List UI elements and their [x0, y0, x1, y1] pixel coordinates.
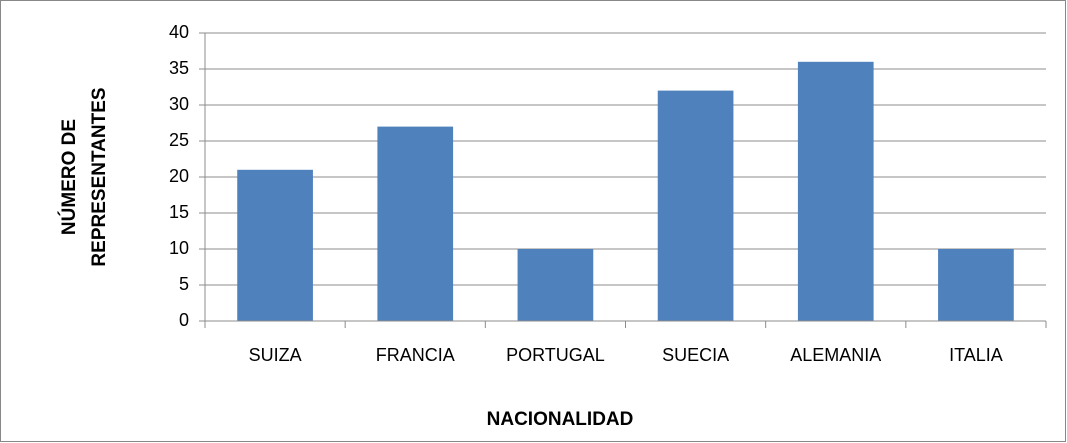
bar	[938, 249, 1014, 321]
x-tick-label: FRANCIA	[376, 345, 455, 365]
x-tick-label: ITALIA	[949, 345, 1003, 365]
y-tick-label: 20	[169, 166, 189, 186]
x-axis-label: NACIONALIDAD	[487, 409, 634, 430]
y-axis-label: NÚMERO DE	[58, 119, 80, 235]
x-tick-label: SUECIA	[662, 345, 729, 365]
y-tick-label: 15	[169, 202, 189, 222]
bar	[377, 126, 454, 321]
bar	[797, 61, 874, 322]
x-tick-label: ALEMANIA	[790, 345, 881, 365]
x-tick-label: PORTUGAL	[506, 345, 605, 365]
y-tick-label: 5	[179, 274, 189, 294]
bar	[657, 90, 734, 321]
y-tick-label: 35	[169, 58, 189, 78]
y-tick-label: 10	[169, 238, 189, 258]
y-tick-label: 40	[169, 22, 189, 42]
y-tick-label: 30	[169, 94, 189, 114]
bar	[517, 249, 594, 321]
bar	[237, 169, 313, 321]
y-tick-label: 25	[169, 130, 189, 150]
y-tick-label: 0	[179, 310, 189, 330]
y-axis-label: REPRESENTANTES	[89, 87, 110, 266]
x-tick-label: SUIZA	[249, 345, 302, 365]
